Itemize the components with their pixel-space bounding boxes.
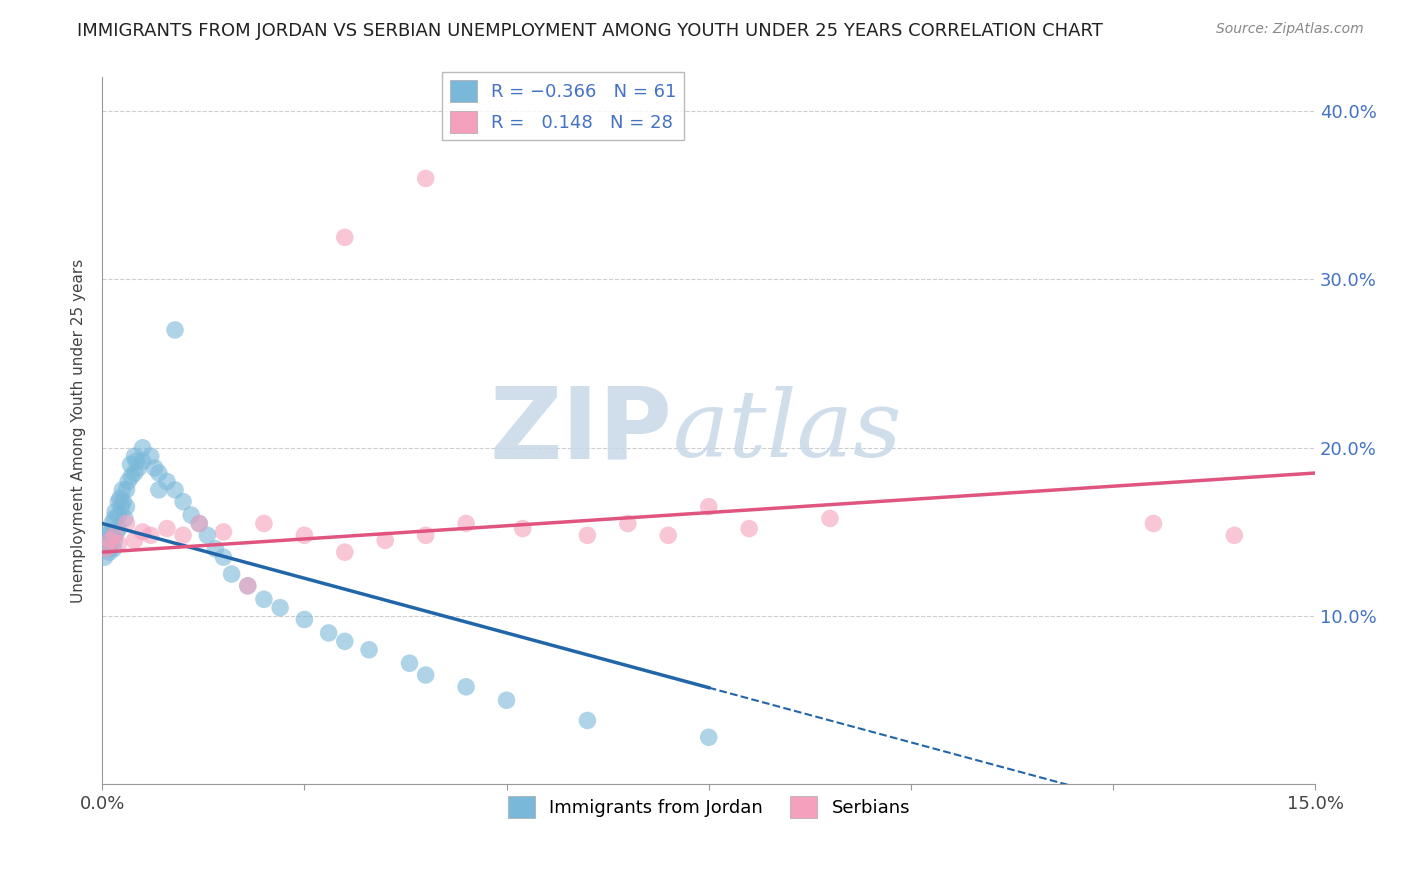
Point [103,533,125,548]
Y-axis label: Unemployment Among Youth under 25 years: Unemployment Among Youth under 25 years [72,259,86,603]
Point [333,634,356,648]
Point [236,579,259,593]
Text: IMMIGRANTS FROM JORDAN VS SERBIAN UNEMPLOYMENT AMONG YOUTH UNDER 25 YEARS CORREL: IMMIGRANTS FROM JORDAN VS SERBIAN UNEMPL… [77,22,1104,40]
Point [333,230,356,244]
Text: Source: ZipAtlas.com: Source: ZipAtlas.com [1216,22,1364,37]
Point [103,528,125,542]
Point [195,528,218,542]
Point [415,668,437,682]
Point [576,528,599,542]
Point [114,511,136,525]
Point [697,500,720,514]
Point [292,528,315,542]
Point [292,612,315,626]
Point [456,680,478,694]
Point [1142,516,1164,531]
Point [131,524,153,539]
Point [107,494,129,508]
Point [112,494,135,508]
Point [120,458,142,472]
Point [576,714,599,728]
Point [98,545,121,559]
Point [172,528,194,542]
Point [398,657,420,671]
Point [163,483,186,497]
Point [139,449,162,463]
Point [111,483,134,497]
Point [357,642,380,657]
Point [115,483,138,497]
Point [98,524,121,539]
Point [1223,528,1246,542]
Point [212,550,235,565]
Point [657,528,679,542]
Point [103,511,125,525]
Point [456,516,478,531]
Point [125,454,148,468]
Point [253,592,276,607]
Point [107,508,129,522]
Point [97,537,120,551]
Point [188,516,211,531]
Point [124,533,146,548]
Point [104,505,127,519]
Point [697,731,720,745]
Point [415,171,437,186]
Point [156,522,179,536]
Point [124,449,146,463]
Point [212,524,235,539]
Point [415,528,437,542]
Point [111,500,134,514]
Point [98,538,121,552]
Point [98,533,121,548]
Point [131,454,153,468]
Point [131,441,153,455]
Point [148,483,170,497]
Point [236,579,259,593]
Text: atlas: atlas [672,386,901,476]
Point [139,528,162,542]
Point [512,522,534,536]
Point [115,516,138,531]
Point [97,541,120,556]
Point [93,550,115,565]
Point [163,323,186,337]
Point [374,533,396,548]
Point [143,461,166,475]
Point [105,524,128,539]
Point [495,693,517,707]
Point [96,541,118,556]
Point [617,516,640,531]
Point [103,541,125,556]
Point [318,626,340,640]
Point [253,516,276,531]
Point [738,522,761,536]
Point [101,516,124,531]
Point [818,511,841,525]
Point [96,533,118,548]
Point [180,508,202,522]
Point [269,600,291,615]
Legend: Immigrants from Jordan, Serbians: Immigrants from Jordan, Serbians [501,789,917,825]
Point [172,494,194,508]
Text: ZIP: ZIP [489,383,672,479]
Point [115,500,138,514]
Point [204,541,226,556]
Point [120,469,142,483]
Point [333,545,356,559]
Point [96,528,118,542]
Point [188,516,211,531]
Point [107,522,129,536]
Point [107,537,129,551]
Point [101,528,124,542]
Point [124,466,146,480]
Point [221,567,243,582]
Point [128,461,150,475]
Point [148,466,170,480]
Point [117,475,139,489]
Point [156,475,179,489]
Point [108,491,131,506]
